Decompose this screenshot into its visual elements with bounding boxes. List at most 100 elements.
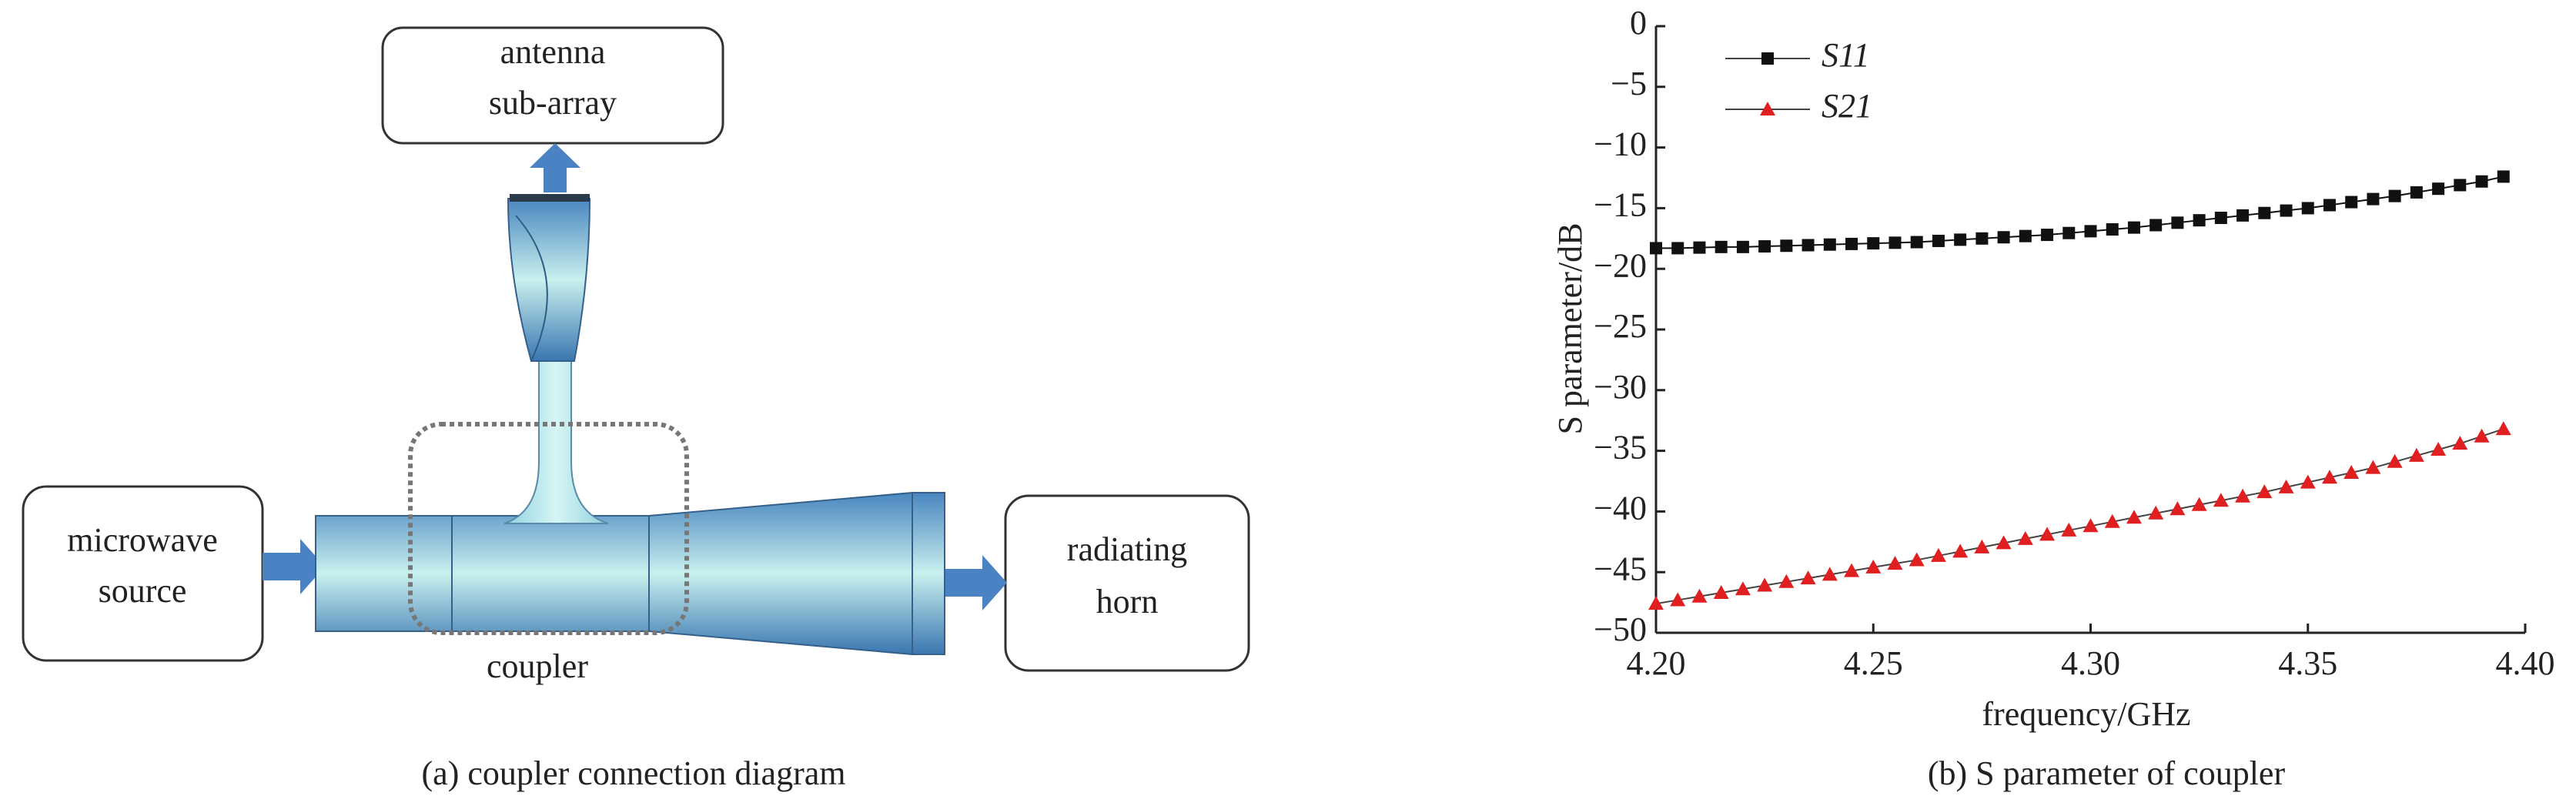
data-point xyxy=(1930,547,1946,562)
data-point xyxy=(2149,219,2163,232)
data-point xyxy=(2084,225,2097,238)
data-point xyxy=(1713,584,1729,599)
box-label: radiating xyxy=(1067,530,1187,568)
data-point xyxy=(2388,189,2401,202)
legend-label: S11 xyxy=(1822,36,1870,74)
y-tick-label: −5 xyxy=(1611,65,1647,102)
chart: (b) S parameter of coupler frequency/GHz… xyxy=(1551,4,2554,792)
data-point xyxy=(1996,535,2012,550)
data-point xyxy=(2041,229,2054,242)
caption: (b) S parameter of coupler xyxy=(1928,754,2286,792)
legend-marker xyxy=(1760,102,1775,115)
x-tick-label: 4.20 xyxy=(1627,644,1686,682)
data-point xyxy=(1691,588,1708,603)
data-point xyxy=(2454,179,2467,192)
data-point xyxy=(1867,237,1880,250)
data-point xyxy=(2104,513,2120,528)
data-point xyxy=(1802,239,1815,252)
y-axis-label: S parameter/dB xyxy=(1551,223,1589,435)
box-label: sub-array xyxy=(489,84,617,122)
y-tick-label: −40 xyxy=(1594,489,1647,527)
data-point xyxy=(2039,527,2056,541)
data-point xyxy=(2475,175,2488,188)
data-point xyxy=(2170,501,2186,516)
data-point xyxy=(1670,592,1686,607)
data-point xyxy=(2083,518,2099,533)
data-point xyxy=(2193,214,2206,227)
coupler-label: coupler xyxy=(487,647,588,685)
data-point xyxy=(2213,493,2229,507)
arrow xyxy=(263,539,325,594)
data-point xyxy=(1887,556,1903,570)
data-point xyxy=(2148,505,2164,520)
data-point xyxy=(1889,236,1902,249)
x-tick-label: 4.30 xyxy=(2061,644,2120,682)
data-point xyxy=(2019,229,2032,242)
data-point xyxy=(2323,199,2336,212)
x-tick-label: 4.35 xyxy=(2278,644,2337,682)
data-point xyxy=(2171,216,2184,229)
data-point xyxy=(2345,196,2358,209)
data-point xyxy=(1823,238,1836,251)
data-point xyxy=(2474,428,2490,443)
data-point xyxy=(2191,497,2207,511)
diagram: antenna sub-array microwave source radia… xyxy=(22,26,1250,792)
flange xyxy=(510,194,590,202)
data-point xyxy=(2387,453,2403,468)
data-point xyxy=(1735,581,1751,596)
y-tick-label: −25 xyxy=(1594,307,1647,345)
data-point xyxy=(2236,209,2250,222)
data-point xyxy=(2300,474,2316,489)
legend-label: S21 xyxy=(1822,87,1872,125)
data-point xyxy=(1693,241,1706,254)
y-tick-label: −50 xyxy=(1594,610,1647,648)
data-point xyxy=(1909,552,1925,567)
data-point xyxy=(2408,447,2424,462)
twist-section xyxy=(507,198,591,362)
data-point xyxy=(2365,460,2381,474)
coupler-stem xyxy=(503,360,609,524)
data-point xyxy=(1822,567,1838,581)
data-point xyxy=(1800,570,1816,585)
y-tick-label: −35 xyxy=(1594,429,1647,467)
data-point xyxy=(2343,464,2360,479)
data-point xyxy=(2061,522,2077,537)
y-tick-label: −30 xyxy=(1594,368,1647,406)
data-point xyxy=(1736,240,1749,253)
x-tick-label: 4.25 xyxy=(1844,644,1903,682)
data-point xyxy=(2367,192,2380,206)
data-point xyxy=(2495,421,2511,436)
data-point xyxy=(2017,530,2033,545)
data-point xyxy=(1648,596,1664,610)
data-point xyxy=(1650,242,1662,255)
antenna-box xyxy=(381,26,724,145)
series-line xyxy=(1655,428,2504,605)
data-point xyxy=(1910,236,1923,249)
data-point xyxy=(2127,221,2140,234)
box-label: microwave xyxy=(67,521,217,559)
data-point xyxy=(2257,484,2273,499)
arrow xyxy=(945,555,1007,610)
box-label: horn xyxy=(1096,583,1159,620)
series-line xyxy=(1656,176,2504,249)
data-point xyxy=(1952,543,1969,558)
data-point xyxy=(2278,479,2294,493)
data-point xyxy=(1780,239,1793,253)
data-point xyxy=(2321,470,2337,484)
data-point xyxy=(2062,226,2076,239)
data-point xyxy=(2106,222,2119,236)
data-point xyxy=(1844,563,1860,577)
box-label: source xyxy=(99,572,187,610)
arrow xyxy=(530,143,580,192)
data-point xyxy=(1757,577,1773,592)
data-point xyxy=(2432,182,2445,196)
data-point xyxy=(2301,202,2314,215)
data-point xyxy=(1975,232,1989,245)
legend-marker xyxy=(1761,52,1774,65)
data-point xyxy=(2235,488,2251,503)
caption: (a) coupler connection diagram xyxy=(422,754,846,792)
data-point xyxy=(1865,559,1882,574)
y-tick-label: −45 xyxy=(1594,550,1647,587)
data-point xyxy=(2126,510,2142,524)
